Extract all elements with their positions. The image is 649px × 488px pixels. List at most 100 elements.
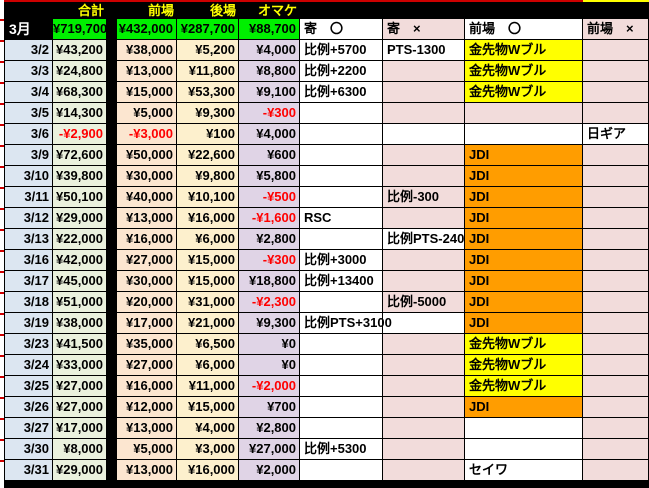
cell-omake[interactable]: -¥1,600 bbox=[239, 208, 300, 229]
cell-date[interactable]: 3/27 bbox=[4, 418, 53, 439]
cell-open-win[interactable] bbox=[300, 460, 383, 481]
cell-open-win[interactable] bbox=[300, 124, 383, 145]
cell-total[interactable]: ¥22,000 bbox=[53, 229, 107, 250]
cell-total[interactable]: ¥24,800 bbox=[53, 61, 107, 82]
morning-total-cell[interactable]: ¥432,000 bbox=[117, 19, 177, 40]
cell-open-win[interactable] bbox=[300, 418, 383, 439]
cell-date[interactable]: 3/13 bbox=[4, 229, 53, 250]
cell-date[interactable]: 3/3 bbox=[4, 61, 53, 82]
cell-omake[interactable]: ¥0 bbox=[239, 355, 300, 376]
cell-morning[interactable]: ¥13,000 bbox=[117, 418, 177, 439]
cell-morning[interactable]: ¥13,000 bbox=[117, 460, 177, 481]
cell-open-win[interactable]: 比例+3000 bbox=[300, 250, 383, 271]
cell-afternoon[interactable]: ¥6,000 bbox=[177, 229, 239, 250]
cell-date[interactable]: 3/30 bbox=[4, 439, 53, 460]
cell-session-loss[interactable] bbox=[583, 292, 649, 313]
cell-omake[interactable]: -¥300 bbox=[239, 103, 300, 124]
cell-date[interactable]: 3/17 bbox=[4, 271, 53, 292]
cell-omake[interactable]: ¥4,000 bbox=[239, 40, 300, 61]
cell-afternoon[interactable]: ¥6,000 bbox=[177, 355, 239, 376]
cell-open-win[interactable]: 比例PTS+3100 bbox=[300, 313, 392, 334]
grand-total-cell[interactable]: ¥719,700 bbox=[53, 19, 107, 40]
cell-afternoon[interactable]: ¥16,000 bbox=[177, 208, 239, 229]
cell-morning[interactable]: ¥17,000 bbox=[117, 313, 177, 334]
cell-omake[interactable]: ¥4,000 bbox=[239, 124, 300, 145]
cell-open-loss[interactable]: 比例-5000 bbox=[383, 292, 465, 313]
cell-afternoon[interactable]: ¥11,000 bbox=[177, 376, 239, 397]
cell-session-loss[interactable] bbox=[583, 376, 649, 397]
cell-session-loss[interactable] bbox=[583, 313, 649, 334]
cell-open-loss[interactable]: 比例PTS-240 bbox=[383, 229, 465, 250]
cell-open-loss[interactable] bbox=[383, 439, 465, 460]
cell-session-loss[interactable] bbox=[583, 229, 649, 250]
cell-total[interactable]: ¥45,000 bbox=[53, 271, 107, 292]
cell-omake[interactable]: -¥2,000 bbox=[239, 376, 300, 397]
open-loss-header[interactable]: 寄 × bbox=[383, 19, 465, 40]
cell-session-loss[interactable] bbox=[583, 166, 649, 187]
cell-date[interactable]: 3/12 bbox=[4, 208, 53, 229]
cell-afternoon[interactable]: ¥5,200 bbox=[177, 40, 239, 61]
cell-open-win[interactable] bbox=[300, 145, 383, 166]
cell-open-loss[interactable] bbox=[383, 166, 465, 187]
cell-omake[interactable]: ¥8,800 bbox=[239, 61, 300, 82]
cell-morning[interactable]: ¥13,000 bbox=[117, 208, 177, 229]
cell-session-loss[interactable] bbox=[583, 103, 649, 124]
cell-session-win[interactable]: 金先物Wブル bbox=[465, 355, 583, 376]
cell-session-loss[interactable] bbox=[583, 145, 649, 166]
session-win-header[interactable]: 前場 〇 bbox=[465, 19, 583, 40]
cell-date[interactable]: 3/25 bbox=[4, 376, 53, 397]
afternoon-total-cell[interactable]: ¥287,700 bbox=[177, 19, 239, 40]
cell-omake[interactable]: ¥9,300 bbox=[239, 313, 300, 334]
cell-session-win[interactable]: JDI bbox=[465, 397, 583, 418]
cell-date[interactable]: 3/6 bbox=[4, 124, 53, 145]
cell-date[interactable]: 3/4 bbox=[4, 82, 53, 103]
cell-session-win[interactable]: JDI bbox=[465, 187, 583, 208]
cell-total[interactable]: ¥43,200 bbox=[53, 40, 107, 61]
cell-open-loss[interactable] bbox=[383, 82, 465, 103]
cell-date[interactable]: 3/9 bbox=[4, 145, 53, 166]
cell-session-win[interactable]: セイワ bbox=[465, 460, 583, 481]
cell-morning[interactable]: ¥16,000 bbox=[117, 229, 177, 250]
cell-session-win[interactable] bbox=[465, 418, 583, 439]
cell-afternoon[interactable]: ¥22,600 bbox=[177, 145, 239, 166]
cell-session-loss[interactable] bbox=[583, 397, 649, 418]
cell-open-loss[interactable] bbox=[383, 334, 465, 355]
cell-morning[interactable]: ¥12,000 bbox=[117, 397, 177, 418]
cell-morning[interactable]: ¥30,000 bbox=[117, 166, 177, 187]
cell-omake[interactable]: ¥5,800 bbox=[239, 166, 300, 187]
cell-omake[interactable]: ¥2,800 bbox=[239, 229, 300, 250]
cell-session-loss[interactable] bbox=[583, 355, 649, 376]
cell-date[interactable]: 3/24 bbox=[4, 355, 53, 376]
cell-date[interactable]: 3/11 bbox=[4, 187, 53, 208]
cell-open-loss[interactable] bbox=[383, 418, 465, 439]
cell-session-loss[interactable]: 日ギア bbox=[583, 124, 649, 145]
cell-date[interactable]: 3/26 bbox=[4, 397, 53, 418]
cell-session-loss[interactable] bbox=[583, 40, 649, 61]
cell-date[interactable]: 3/23 bbox=[4, 334, 53, 355]
cell-omake[interactable]: ¥18,800 bbox=[239, 271, 300, 292]
cell-omake[interactable]: -¥500 bbox=[239, 187, 300, 208]
cell-date[interactable]: 3/16 bbox=[4, 250, 53, 271]
cell-afternoon[interactable]: ¥3,000 bbox=[177, 439, 239, 460]
cell-session-win[interactable]: JDI bbox=[465, 250, 583, 271]
cell-omake[interactable]: ¥600 bbox=[239, 145, 300, 166]
cell-afternoon[interactable]: ¥53,300 bbox=[177, 82, 239, 103]
cell-open-win[interactable]: 比例+5300 bbox=[300, 439, 383, 460]
cell-afternoon[interactable]: ¥15,000 bbox=[177, 271, 239, 292]
cell-total[interactable]: ¥41,500 bbox=[53, 334, 107, 355]
cell-session-win[interactable]: JDI bbox=[465, 145, 583, 166]
cell-total[interactable]: ¥39,800 bbox=[53, 166, 107, 187]
cell-total[interactable]: ¥27,000 bbox=[53, 397, 107, 418]
cell-session-win[interactable]: 金先物Wブル bbox=[465, 376, 583, 397]
cell-date[interactable]: 3/19 bbox=[4, 313, 53, 334]
cell-afternoon[interactable]: ¥16,000 bbox=[177, 460, 239, 481]
cell-morning[interactable]: ¥27,000 bbox=[117, 250, 177, 271]
cell-session-loss[interactable] bbox=[583, 418, 649, 439]
cell-session-loss[interactable] bbox=[583, 460, 649, 481]
cell-open-win[interactable] bbox=[300, 229, 383, 250]
cell-open-loss[interactable]: 比例-300 bbox=[383, 187, 465, 208]
cell-total[interactable]: ¥8,000 bbox=[53, 439, 107, 460]
cell-session-win[interactable]: 金先物Wブル bbox=[465, 40, 583, 61]
cell-total[interactable]: ¥29,000 bbox=[53, 460, 107, 481]
cell-date[interactable]: 3/18 bbox=[4, 292, 53, 313]
